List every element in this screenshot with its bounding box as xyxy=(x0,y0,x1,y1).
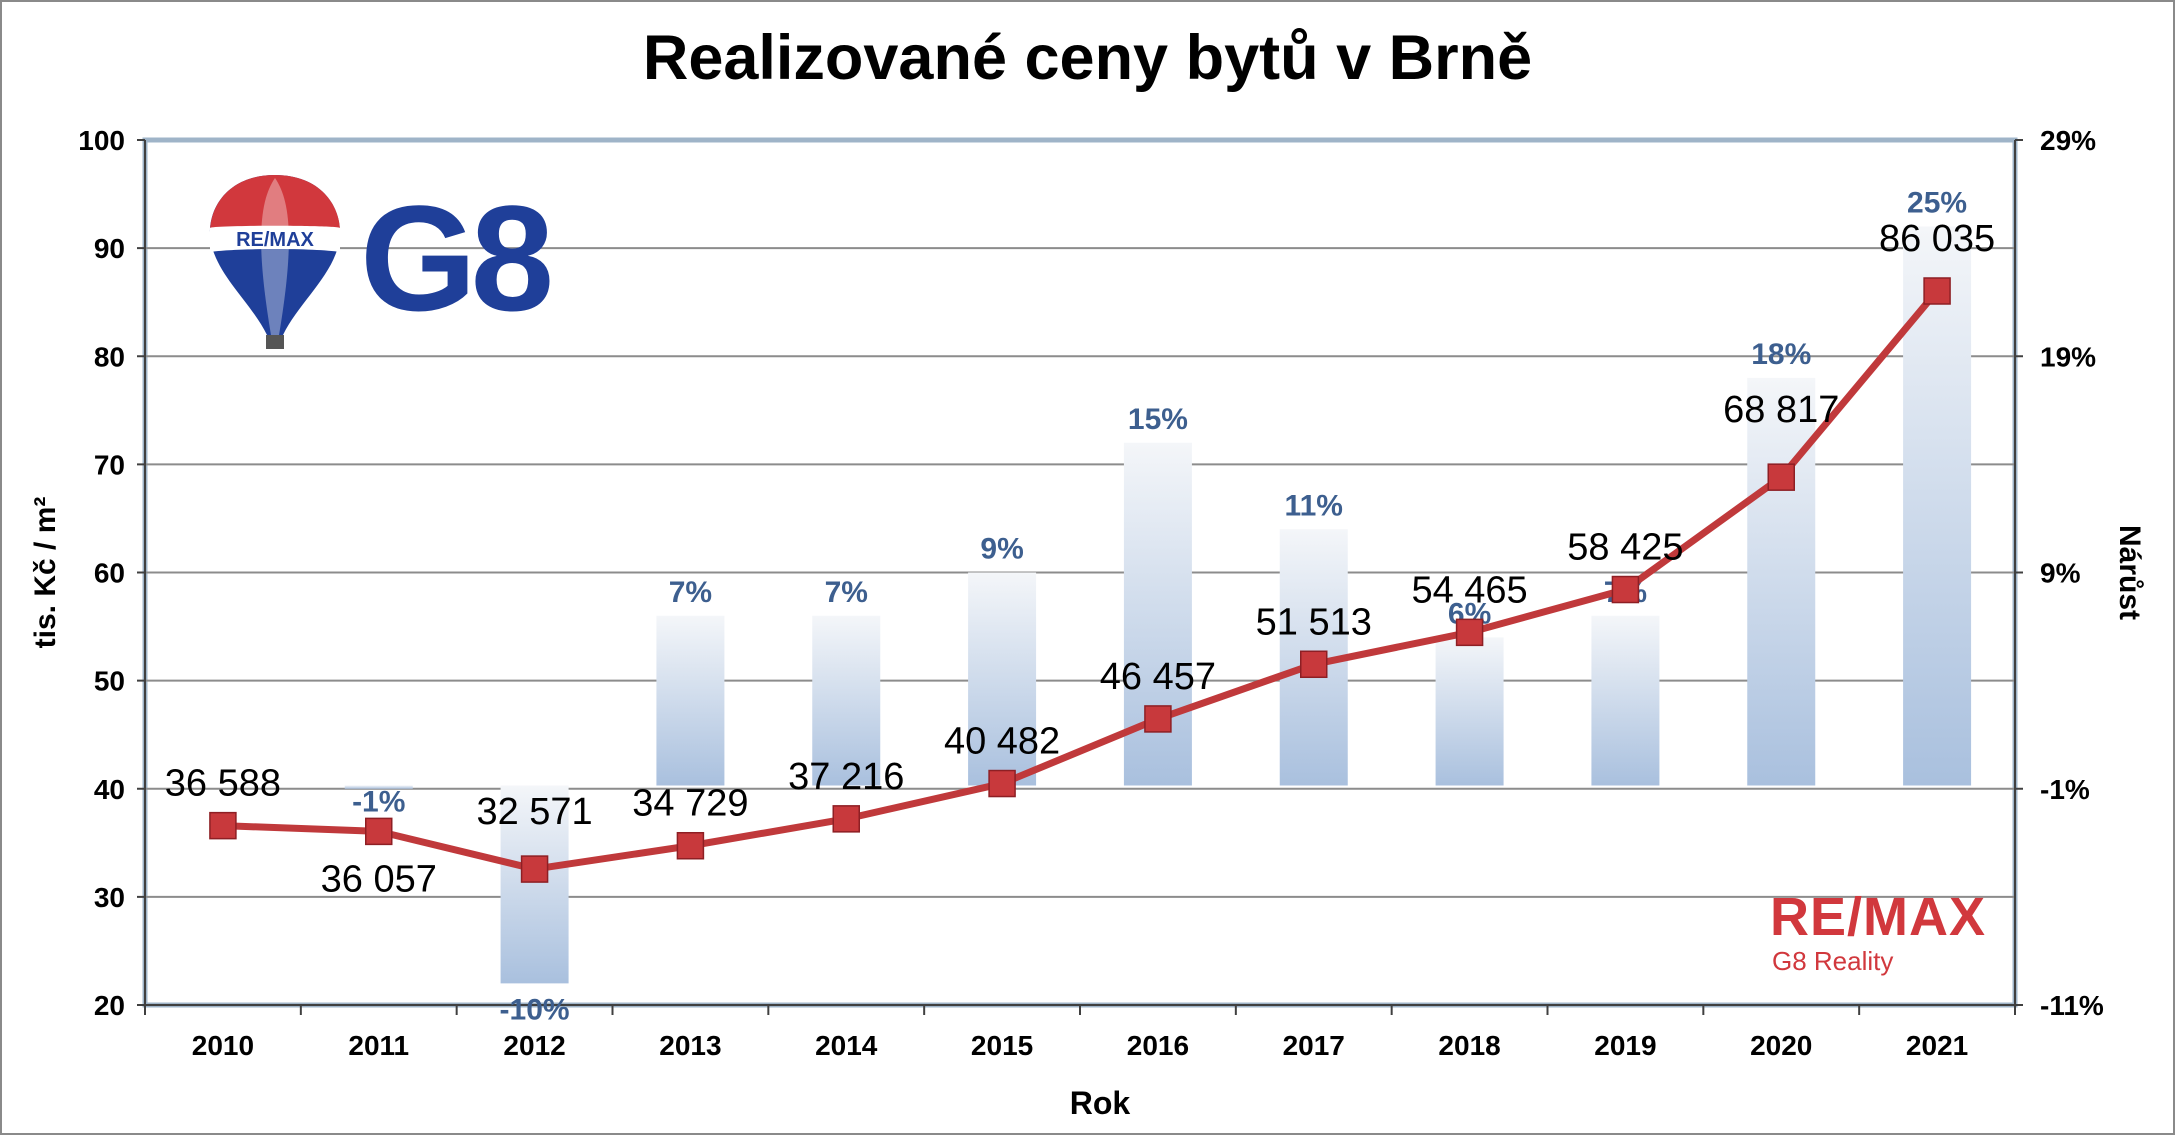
y-axis-title: tis. Kč / m² xyxy=(29,497,62,649)
price-label: 34 729 xyxy=(632,783,748,825)
x-tick-label: 2021 xyxy=(1906,1030,1968,1061)
growth-bar-label: 25% xyxy=(1907,187,1967,220)
y-tick-label: 90 xyxy=(94,233,125,264)
x-tick-label: 2013 xyxy=(659,1030,721,1061)
x-axis-title: Rok xyxy=(1069,1085,1131,1121)
remax-corner-word: RE/MAX xyxy=(1770,887,1987,947)
growth-bar xyxy=(1435,637,1504,786)
x-tick-label: 2019 xyxy=(1594,1030,1656,1061)
growth-bar xyxy=(500,785,569,984)
y-tick-label: 30 xyxy=(94,882,125,913)
price-marker xyxy=(1767,463,1795,491)
growth-bar xyxy=(1903,226,1972,786)
remax-corner-logo: RE/MAX G8 Reality xyxy=(1770,890,2010,990)
g8-logo-text: G8 xyxy=(360,174,550,342)
growth-bar-label: -10% xyxy=(500,993,570,1026)
remax-g8-logo: RE/MAX G8 xyxy=(205,170,585,360)
growth-bar-label: 18% xyxy=(1751,338,1811,371)
price-marker xyxy=(209,811,237,840)
remax-balloon-icon: RE/MAX G8 xyxy=(210,174,556,349)
price-label: 68 817 xyxy=(1723,389,1839,431)
growth-bar xyxy=(1747,377,1816,786)
x-tick-label: 2017 xyxy=(1283,1030,1345,1061)
growth-bar xyxy=(812,615,881,786)
y-tick-label: 100 xyxy=(78,125,125,156)
price-label: 46 457 xyxy=(1100,656,1216,698)
growth-bar-label: 7% xyxy=(825,576,868,609)
price-marker xyxy=(365,817,393,846)
x-tick-label: 2012 xyxy=(503,1030,565,1061)
price-marker xyxy=(520,855,549,883)
price-marker xyxy=(1611,575,1640,604)
y2-tick-label: 9% xyxy=(2040,558,2081,589)
y2-tick-label: 29% xyxy=(2040,125,2096,156)
y-tick-label: 20 xyxy=(94,990,125,1021)
growth-bar-label: -1% xyxy=(352,786,405,819)
balloon-logo-text: RE/MAX xyxy=(236,229,314,251)
y-tick-label: 60 xyxy=(94,558,125,589)
chart-title: Realizované ceny bytů v Brně xyxy=(642,23,1533,93)
price-marker xyxy=(988,769,1016,798)
price-label: 54 465 xyxy=(1411,569,1527,611)
price-marker xyxy=(1923,277,1951,305)
price-marker xyxy=(676,831,705,860)
growth-bar-label: 7% xyxy=(669,576,712,609)
price-marker xyxy=(1455,618,1484,647)
growth-bar-label: 15% xyxy=(1128,403,1188,436)
y-tick-label: 40 xyxy=(94,774,125,805)
price-label: 36 057 xyxy=(321,858,437,900)
growth-bar-label: 11% xyxy=(1285,489,1343,522)
growth-bar xyxy=(656,615,725,786)
remax-corner-sub: G8 Reality xyxy=(1772,946,1894,976)
price-line xyxy=(222,288,1940,873)
price-label: 37 216 xyxy=(788,756,904,798)
growth-bar xyxy=(968,572,1037,786)
y2-tick-label: -1% xyxy=(2040,774,2090,805)
growth-bar-label: 9% xyxy=(980,533,1023,566)
price-marker xyxy=(1144,705,1172,733)
x-tick-label: 2018 xyxy=(1438,1030,1500,1061)
price-label: 58 425 xyxy=(1567,527,1683,569)
y2-axis-title: Nárůst xyxy=(2113,525,2146,620)
x-tick-label: 2014 xyxy=(815,1030,878,1061)
y-tick-label: 80 xyxy=(94,341,125,372)
price-label: 86 035 xyxy=(1879,218,1995,260)
y-tick-label: 70 xyxy=(94,449,125,480)
price-label: 36 588 xyxy=(165,763,281,805)
growth-bar xyxy=(1591,615,1660,786)
y2-tick-label: -11% xyxy=(2040,990,2104,1021)
price-label: 32 571 xyxy=(476,791,592,833)
x-tick-label: 2011 xyxy=(348,1030,409,1061)
y2-tick-label: 19% xyxy=(2040,341,2096,372)
x-tick-label: 2010 xyxy=(192,1030,254,1061)
x-tick-label: 2015 xyxy=(971,1030,1033,1061)
growth-bar xyxy=(344,785,413,789)
y-tick-label: 50 xyxy=(94,666,125,697)
x-tick-label: 2016 xyxy=(1127,1030,1189,1061)
price-label: 51 513 xyxy=(1256,601,1372,643)
growth-bar xyxy=(1123,442,1192,786)
x-tick-label: 2020 xyxy=(1750,1030,1812,1061)
price-label: 40 482 xyxy=(944,721,1060,763)
price-marker xyxy=(832,805,860,833)
price-marker xyxy=(1300,650,1328,679)
